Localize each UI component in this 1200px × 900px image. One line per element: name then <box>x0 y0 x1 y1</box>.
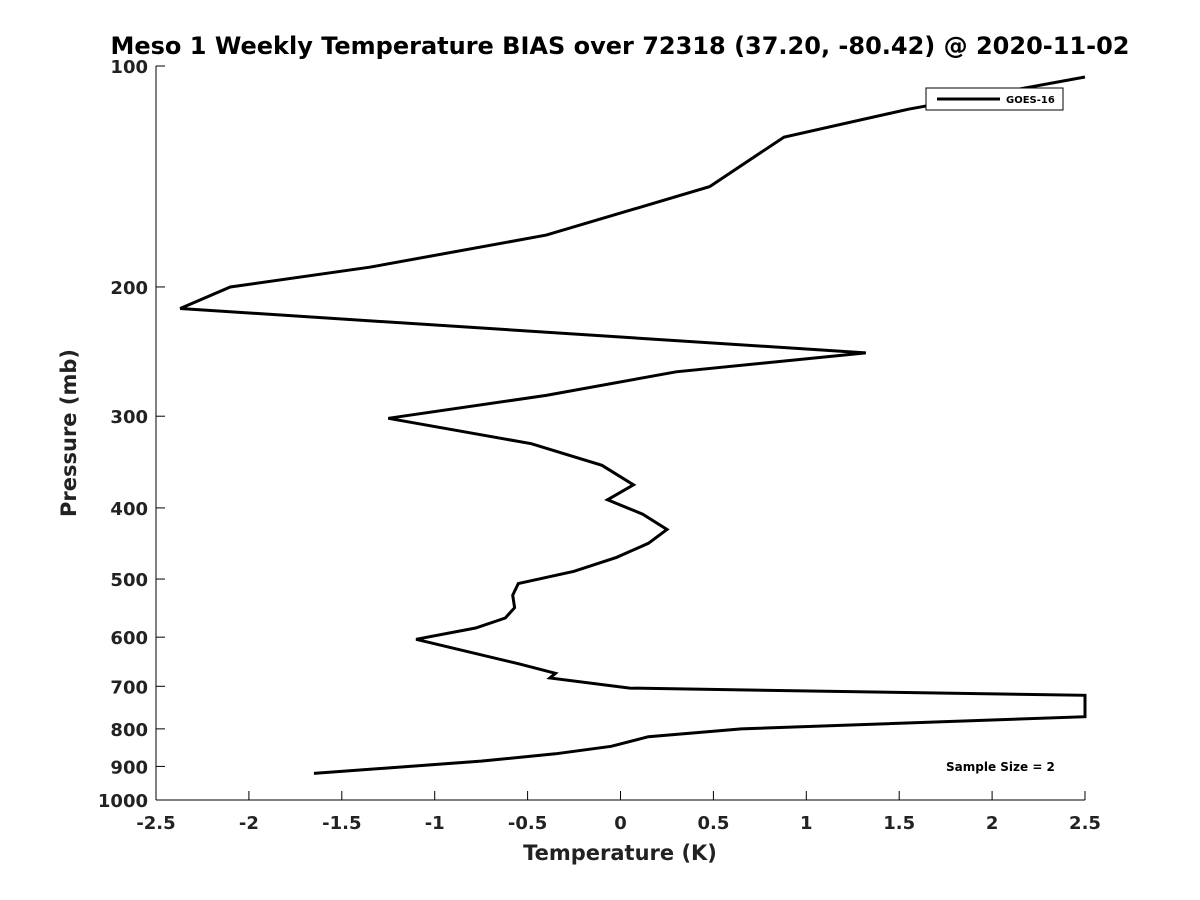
x-tick-label: 2 <box>986 813 999 834</box>
x-tick-label: -1 <box>425 813 445 834</box>
y-axis-ticks: 100 200 300 400 500 600 700 800 900 1000 <box>98 57 165 812</box>
y-tick-label: 200 <box>110 278 148 299</box>
y-tick-label: 600 <box>110 628 148 649</box>
x-tick-label: 1 <box>800 813 813 834</box>
x-tick-label: -2.5 <box>136 813 175 834</box>
x-axis-label: Temperature (K) <box>523 841 717 865</box>
x-tick-label: 0 <box>614 813 627 834</box>
x-tick-label: -0.5 <box>508 813 547 834</box>
y-tick-label: 900 <box>110 757 148 778</box>
legend: GOES-16 <box>925 87 1064 111</box>
chart-title: Meso 1 Weekly Temperature BIAS over 7231… <box>110 32 1129 60</box>
legend-label-goes-16: GOES-16 <box>1006 95 1055 106</box>
y-tick-label: 700 <box>110 677 148 698</box>
series-line-goes-16 <box>179 75 1087 775</box>
plot-area <box>156 66 1085 800</box>
x-tick-label: 1.5 <box>883 813 915 834</box>
y-tick-label: 400 <box>110 499 148 520</box>
x-tick-label: -1.5 <box>322 813 361 834</box>
x-tick-label: -2 <box>239 813 259 834</box>
x-tick-label: 0.5 <box>697 813 729 834</box>
sample-size-annotation: Sample Size = 2 <box>946 760 1055 774</box>
y-tick-label: 100 <box>110 57 148 78</box>
y-axis-label: Pressure (mb) <box>57 349 81 517</box>
y-tick-label: 1000 <box>98 791 148 812</box>
y-tick-label: 500 <box>110 570 148 591</box>
y-tick-label: 800 <box>110 720 148 741</box>
x-axis-ticks: -2.5 -2 -1.5 -1 -0.5 0 0.5 1 1.5 2 2.5 <box>136 791 1101 834</box>
y-tick-label: 300 <box>110 407 148 428</box>
x-tick-label: 2.5 <box>1069 813 1101 834</box>
